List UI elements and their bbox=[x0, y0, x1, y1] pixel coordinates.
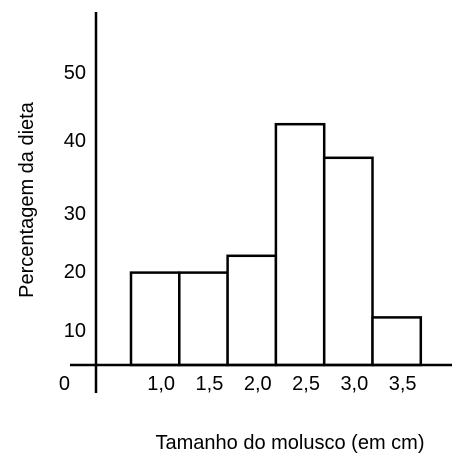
y-axis-label: Percentagem da dieta bbox=[16, 101, 38, 298]
y-tick-labels: 0 10 20 30 40 50 bbox=[59, 62, 86, 395]
bar-3 bbox=[226, 254, 278, 367]
y-tick-label: 50 bbox=[64, 62, 86, 84]
y-tick-label: 40 bbox=[64, 130, 86, 152]
x-tick-label: 3,5 bbox=[389, 373, 417, 395]
y-tick-label: 10 bbox=[64, 320, 86, 342]
x-tick-labels: 1,0 1,5 2,0 2,5 3,0 3,5 bbox=[147, 373, 416, 395]
bar-5 bbox=[322, 156, 374, 367]
x-axis-label: Tamanho do molusco (em cm) bbox=[156, 432, 425, 454]
bar-1 bbox=[129, 271, 181, 367]
x-tick-label: 1,0 bbox=[147, 373, 175, 395]
y-tick-label: 20 bbox=[64, 261, 86, 283]
x-tick-label: 2,5 bbox=[292, 373, 320, 395]
x-tick-label: 2,0 bbox=[244, 373, 272, 395]
bars-group bbox=[129, 122, 423, 367]
y-tick-label: 30 bbox=[64, 203, 86, 225]
bar-6 bbox=[371, 316, 423, 367]
y-tick-label: 0 bbox=[59, 373, 70, 395]
bar-4 bbox=[274, 122, 326, 367]
x-tick-label: 3,0 bbox=[340, 373, 368, 395]
x-tick-label: 1,5 bbox=[196, 373, 224, 395]
bar-2 bbox=[178, 271, 229, 367]
